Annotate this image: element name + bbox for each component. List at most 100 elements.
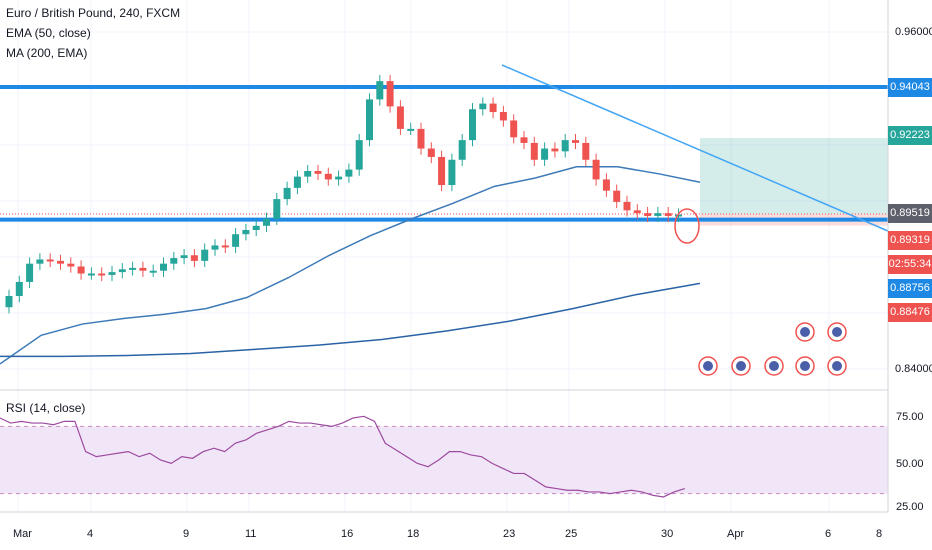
candle-body <box>499 112 507 121</box>
candle-body <box>448 159 456 186</box>
candle-body <box>438 156 446 186</box>
candle-body <box>582 142 590 160</box>
candle-body <box>118 269 126 273</box>
flag-icon <box>832 327 842 337</box>
candle-body <box>232 234 240 247</box>
candle-body <box>396 106 404 129</box>
candle-body <box>263 218 270 226</box>
time-tick-label: 16 <box>341 528 354 540</box>
flag-icon <box>703 361 713 371</box>
candle-body <box>180 255 188 259</box>
candle-body <box>211 245 219 250</box>
candle-body <box>530 142 538 160</box>
candle-body <box>386 81 394 107</box>
price-tag-level-lower: 0.89319 <box>888 231 932 250</box>
candles <box>5 74 700 314</box>
candle-body <box>160 263 167 271</box>
countdown-tag: 02:55:34 <box>888 255 932 274</box>
time-tick-label: 8 <box>876 528 883 540</box>
candle-body <box>87 273 95 276</box>
time-tick-label: 30 <box>661 528 674 540</box>
candle-body <box>633 210 641 214</box>
candle-body <box>335 176 343 180</box>
candle-body <box>561 140 569 152</box>
descending-trendline <box>501 64 889 232</box>
candle-body <box>190 255 198 261</box>
candle-body <box>644 213 652 216</box>
rsi-tick-label: 50.00 <box>896 458 924 470</box>
candle-body <box>572 140 579 143</box>
ma200-line <box>0 282 701 358</box>
candle-body <box>129 267 137 270</box>
candle-body <box>613 190 621 202</box>
flag-icon <box>800 361 810 371</box>
candle-body <box>242 229 250 235</box>
candle-body <box>98 273 106 276</box>
candle-body <box>510 120 518 138</box>
time-tick-label: 23 <box>503 528 516 540</box>
flag-icon <box>769 361 779 371</box>
time-tick-label: 25 <box>565 528 578 540</box>
time-tick-label: Apr <box>727 528 745 540</box>
flag-icon <box>736 361 746 371</box>
price-tag-target: 0.92223 <box>888 126 932 145</box>
candle-body <box>551 148 559 152</box>
time-tick-label: 4 <box>87 528 94 540</box>
candle-body <box>149 270 157 273</box>
candle-body <box>602 179 610 191</box>
candle-body <box>293 176 301 188</box>
candle-body <box>541 148 549 160</box>
ema50-line <box>0 166 701 365</box>
moving-average-lines <box>0 166 701 365</box>
candle-body <box>654 213 662 216</box>
candle-body <box>5 295 13 308</box>
indicator-ema-label: EMA (50, close) <box>6 26 91 40</box>
candle-body <box>67 263 75 267</box>
candle-body <box>366 99 373 141</box>
candle-body <box>283 187 291 200</box>
time-tick-label: 18 <box>407 528 420 540</box>
flag-icon <box>832 361 842 371</box>
candle-body <box>46 259 54 262</box>
rsi-tick-label: 25.00 <box>896 501 924 513</box>
candle-body <box>304 171 312 177</box>
chart-title: Euro / British Pound, 240, FXCM <box>6 6 181 20</box>
flag-icon <box>800 327 810 337</box>
candle-body <box>77 266 85 274</box>
candle-body <box>479 103 487 110</box>
rsi-label: RSI (14, close) <box>6 401 86 415</box>
candle-body <box>57 260 64 264</box>
candle-body <box>15 281 23 296</box>
indicator-ma-label: MA (200, EMA) <box>6 46 88 60</box>
highlight-circle <box>674 208 700 244</box>
candle-body <box>139 267 147 271</box>
candle-body <box>170 258 178 264</box>
rsi-line <box>0 415 685 498</box>
candle-body <box>36 259 44 264</box>
price-tick-label: 0.84000 <box>895 363 932 375</box>
candle-body <box>324 173 332 180</box>
time-tick-label: 6 <box>825 528 832 540</box>
candle-body <box>664 213 672 216</box>
rsi-pane <box>0 415 888 498</box>
price-tag-level-upper: 0.94043 <box>888 78 932 97</box>
price-tick-label: 0.96000 <box>895 26 932 38</box>
economic-events <box>698 322 847 376</box>
candle-body <box>108 272 116 275</box>
candle-body <box>417 128 425 149</box>
candle-body <box>26 263 34 282</box>
rsi-tick-label: 75.00 <box>896 411 924 423</box>
candle-body <box>221 245 229 248</box>
time-tick-label: 11 <box>245 528 257 540</box>
candle-body <box>427 148 435 157</box>
candle-body <box>407 128 415 131</box>
candle-body <box>469 109 476 141</box>
candle-body <box>201 249 209 261</box>
target-zone <box>700 138 888 215</box>
price-tag-last: 0.89519 <box>888 204 932 223</box>
candle-body <box>458 140 466 160</box>
candle-body <box>314 171 322 174</box>
price-tag-stop: 0.88476 <box>888 303 932 322</box>
candle-body <box>273 199 281 219</box>
